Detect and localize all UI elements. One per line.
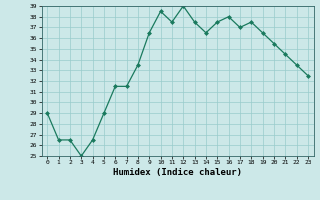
X-axis label: Humidex (Indice chaleur): Humidex (Indice chaleur) — [113, 168, 242, 177]
